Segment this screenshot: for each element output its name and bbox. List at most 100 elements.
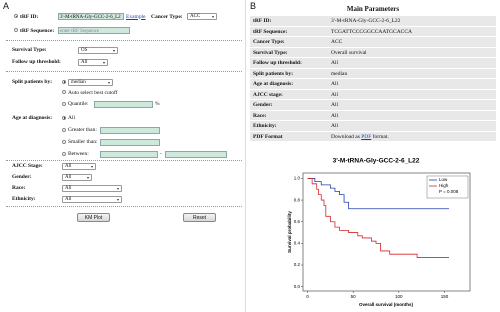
y-tick-label: 0.8: [294, 197, 301, 202]
y-tick-label: 0.2: [294, 262, 301, 267]
table-row: Survival Type: Overall survival: [250, 47, 496, 57]
label: All: [68, 115, 76, 121]
radio[interactable]: [62, 139, 66, 144]
label: Between:: [68, 151, 89, 157]
select[interactable]: OS: [78, 46, 118, 54]
radio[interactable]: [62, 151, 66, 156]
text-input[interactable]: [100, 150, 158, 158]
cell: Survival Type:: [253, 49, 288, 56]
table-row: tRF ID: 3'-M-tRNA-Gly-GCC-2-6_L22: [250, 16, 496, 26]
table-row: tRF Sequence: TCGATTCCCGGCCAATGCACCA: [250, 26, 496, 36]
y-tick-label: 1.0: [294, 176, 301, 181]
select[interactable]: All: [62, 184, 122, 192]
cell: Gender:: [253, 102, 273, 108]
label: -: [160, 151, 162, 157]
table-row: Follow up threshold: All: [250, 58, 496, 68]
radio[interactable]: [14, 28, 18, 32]
radio[interactable]: [62, 127, 66, 132]
table-title: Main Parameters: [346, 5, 400, 13]
button[interactable]: KM Plot: [77, 213, 110, 222]
x-tick-label: 0: [306, 294, 309, 299]
survival-curve: [307, 178, 450, 210]
cell: median: [331, 70, 348, 77]
label: Gender:: [12, 174, 32, 180]
select[interactable]: All: [78, 58, 108, 66]
legend-box: [426, 175, 469, 199]
text-input[interactable]: [100, 138, 160, 146]
survival-curve: [307, 178, 450, 258]
select[interactable]: All: [62, 162, 96, 170]
x-tick-label: 150: [441, 294, 449, 299]
annotation: P = 0.008: [439, 189, 459, 194]
link[interactable]: Example: [126, 13, 146, 20]
cell: ACC: [331, 39, 343, 45]
table-row: Split patients by: median: [250, 68, 496, 78]
cell: All: [331, 123, 339, 129]
label: Age at diagnosis:: [12, 115, 53, 121]
cell: Race:: [253, 112, 267, 119]
table-row: Cancer Type: ACC: [250, 37, 496, 47]
label: AJCC Stage:: [12, 163, 43, 169]
label: Greater than:: [68, 127, 97, 133]
label: Survival Type:: [12, 47, 47, 53]
separator: [6, 40, 242, 41]
text-input[interactable]: 3'-M-tRNA-Gly-GCC-2-6_L2: [58, 13, 124, 20]
text-input[interactable]: [165, 150, 227, 158]
cell: All: [331, 102, 339, 108]
select[interactable]: All: [62, 173, 92, 181]
radio[interactable]: [62, 90, 66, 94]
cell: Age at diagnosis:: [253, 81, 294, 87]
cell: Split patients by:: [253, 70, 294, 77]
divider: [245, 0, 246, 312]
cell: All: [331, 60, 339, 66]
text-input[interactable]: [94, 100, 153, 108]
y-tick-label: 0.4: [294, 241, 301, 246]
table-row: PDF Format Download as PDF format.: [250, 131, 496, 141]
cell: Overall survival: [331, 49, 367, 56]
button[interactable]: Reset: [183, 213, 216, 222]
label: tRF ID:: [20, 13, 39, 20]
plot-frame: [302, 172, 471, 292]
table-row: AJCC stage: All: [250, 89, 496, 99]
table-row: Age at diagnosis: All: [250, 79, 496, 89]
cell: Ethnicity:: [253, 123, 277, 129]
y-axis-label: Survival probability: [287, 211, 292, 253]
text: format.: [372, 133, 389, 140]
text-input[interactable]: [100, 126, 160, 134]
select[interactable]: median: [68, 78, 113, 86]
select[interactable]: ACC: [187, 13, 217, 20]
label: tRF Sequence:: [20, 27, 55, 34]
cell: PDF Format: [253, 133, 283, 140]
cell: All: [331, 112, 339, 119]
cell: tRF Sequence:: [253, 28, 288, 35]
label: Auto select best cutoff: [68, 89, 118, 96]
label: Quantile:: [68, 101, 89, 107]
legend-label: Low: [439, 177, 448, 182]
radio[interactable]: [14, 14, 18, 18]
x-axis-label: Overall survival (months): [359, 302, 414, 307]
radio[interactable]: [62, 101, 66, 106]
label: Race:: [12, 185, 26, 191]
cell: AJCC stage:: [253, 91, 283, 98]
label: Cancer Type:: [151, 13, 183, 20]
cell: Cancer Type:: [253, 39, 285, 45]
label: Smaller than:: [68, 139, 98, 145]
cell: TCGATTCCCGGCCAATGCACCA: [331, 28, 412, 35]
separator: [6, 71, 242, 72]
legend-label: High: [439, 183, 449, 188]
x-tick-label: 100: [395, 294, 403, 299]
separator: [6, 160, 242, 161]
label: Follow up threshold:: [12, 59, 61, 65]
separator: [6, 206, 242, 207]
text-input[interactable]: enter tRF Sequence: [58, 27, 130, 34]
panel-label: A: [3, 1, 10, 11]
table-row: Ethnicity: All: [250, 121, 496, 131]
select[interactable]: All: [62, 195, 122, 203]
radio[interactable]: [62, 115, 66, 120]
link[interactable]: PDF: [361, 133, 372, 140]
y-tick-label: 0.6: [294, 219, 301, 224]
radio[interactable]: [62, 79, 66, 84]
label: %: [155, 101, 160, 107]
